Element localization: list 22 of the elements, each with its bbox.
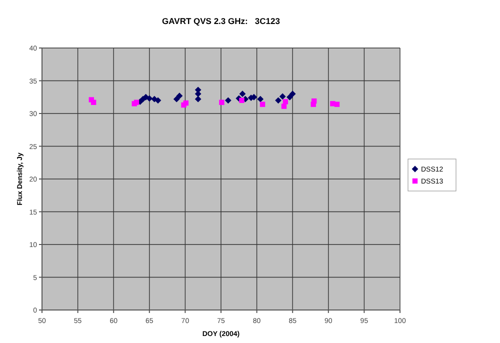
point — [239, 90, 246, 98]
point — [154, 97, 162, 104]
point — [260, 102, 266, 107]
point — [311, 98, 317, 104]
point — [134, 100, 140, 105]
point — [282, 99, 288, 104]
point — [279, 93, 286, 100]
point — [90, 100, 96, 105]
point — [334, 102, 340, 107]
point — [239, 98, 244, 103]
point — [173, 96, 180, 102]
point — [219, 100, 224, 105]
point — [146, 95, 153, 102]
point — [224, 97, 232, 104]
point — [275, 97, 282, 104]
point — [289, 90, 296, 98]
point — [183, 100, 189, 106]
point — [194, 96, 202, 102]
point — [176, 92, 183, 100]
point — [286, 94, 293, 100]
chart-title: GAVRT QVS 2.3 GHz: 3C123 — [162, 16, 280, 26]
point — [257, 96, 264, 102]
